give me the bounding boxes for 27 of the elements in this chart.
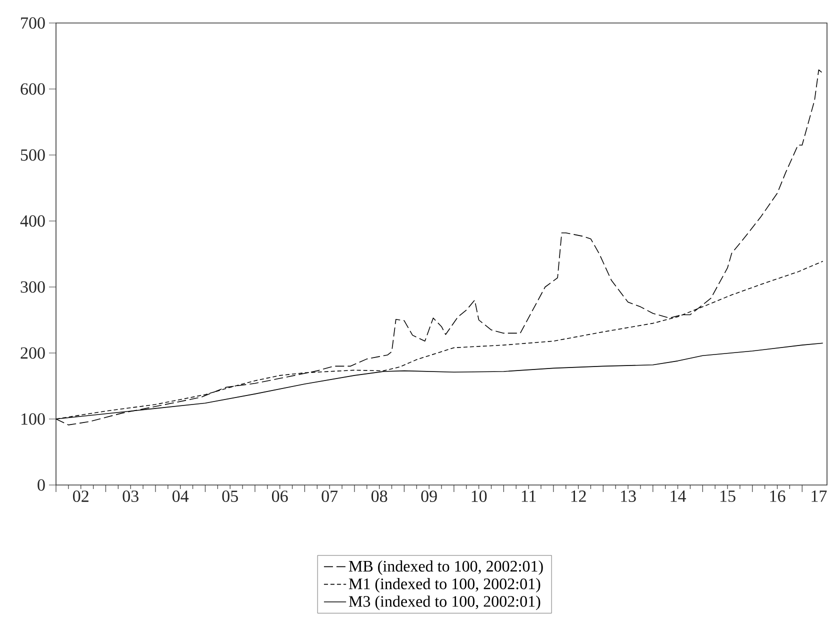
x-tick-label: 05: [222, 490, 238, 502]
x-tick-label: 06: [272, 490, 288, 502]
y-tick-label: 100: [21, 413, 45, 425]
x-tick-label: 04: [172, 490, 189, 502]
legend-label: M3 (indexed to 100, 2002:01): [348, 596, 540, 610]
x-tick-label: 14: [670, 490, 686, 502]
x-tick-label: 16: [770, 490, 786, 502]
y-tick-label: 500: [20, 149, 45, 161]
y-tick-label: 300: [20, 281, 45, 293]
legend-label: M1 (indexed to 100, 2002:01): [348, 578, 540, 592]
x-tick-label: 08: [371, 490, 388, 502]
y-tick-label: 0: [38, 479, 45, 491]
y-tick-label: 700: [21, 17, 45, 29]
y-tick-label: 600: [20, 83, 45, 95]
x-tick-label: 07: [322, 490, 338, 502]
y-tick-label: 400: [20, 215, 45, 227]
x-tick-label: 09: [421, 490, 437, 502]
x-tick-label: 10: [472, 490, 487, 502]
x-tick-label: 03: [122, 490, 138, 502]
x-tick-label: 12: [571, 490, 586, 502]
x-tick-label: 13: [621, 490, 636, 502]
x-tick-label: 02: [73, 490, 88, 502]
x-tick-label: 11: [522, 490, 536, 502]
legend-label: MB (indexed to 100, 2002:01): [348, 560, 543, 575]
x-tick-label: 17: [812, 490, 827, 502]
x-tick-label: 15: [720, 490, 736, 502]
y-tick-label: 200: [20, 347, 45, 359]
